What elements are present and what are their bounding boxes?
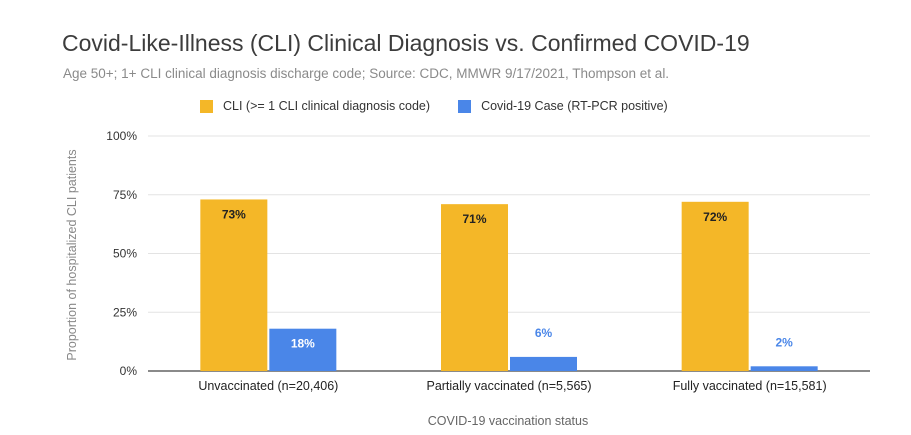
legend-swatch-cli [200,99,213,113]
y-tick-label: 75% [113,188,137,202]
y-tick-label: 50% [113,247,137,261]
x-tick-label: Partially vaccinated (n=5,565) [426,379,591,393]
legend-label-cli: CLI (>= 1 CLI clinical diagnosis code) [223,99,431,113]
bar-covid [269,328,337,371]
bar-cli [441,204,508,371]
chart-title: Covid-Like-Illness (CLI) Clinical Diagno… [62,30,750,56]
data-label: 71% [462,212,486,226]
bar-cli [200,199,268,371]
legend-item-cli: CLI (>= 1 CLI clinical diagnosis code) [200,99,430,113]
chart-legend: CLI (>= 1 CLI clinical diagnosis code) C… [200,96,696,116]
legend-swatch-covid [458,99,472,113]
y-tick-label: 25% [113,305,137,319]
x-tick-label: Fully vaccinated (n=15,581) [673,379,827,393]
legend-item-covid: Covid-19 Case (RT-PCR positive) [458,99,668,113]
x-tick-label: Unvaccinated (n=20,406) [198,379,338,393]
bar-covid [750,366,818,371]
chart-subtitle: Age 50+; 1+ CLI clinical diagnosis disch… [63,66,670,81]
x-axis-label: COVID-19 vaccination status [428,414,589,428]
data-label: 6% [535,326,553,340]
data-label: 72% [703,210,727,224]
legend-label-covid: Covid-19 Case (RT-PCR positive) [481,99,668,113]
data-label: 18% [291,337,315,351]
y-tick-label: 0% [120,364,138,378]
bar-covid [510,356,577,371]
data-label: 73% [222,207,246,221]
y-axis-label: Proportion of hospitalized CLI patients [65,149,79,360]
data-label: 2% [775,335,793,349]
bar-cli [681,201,749,371]
y-tick-label: 100% [106,129,137,143]
